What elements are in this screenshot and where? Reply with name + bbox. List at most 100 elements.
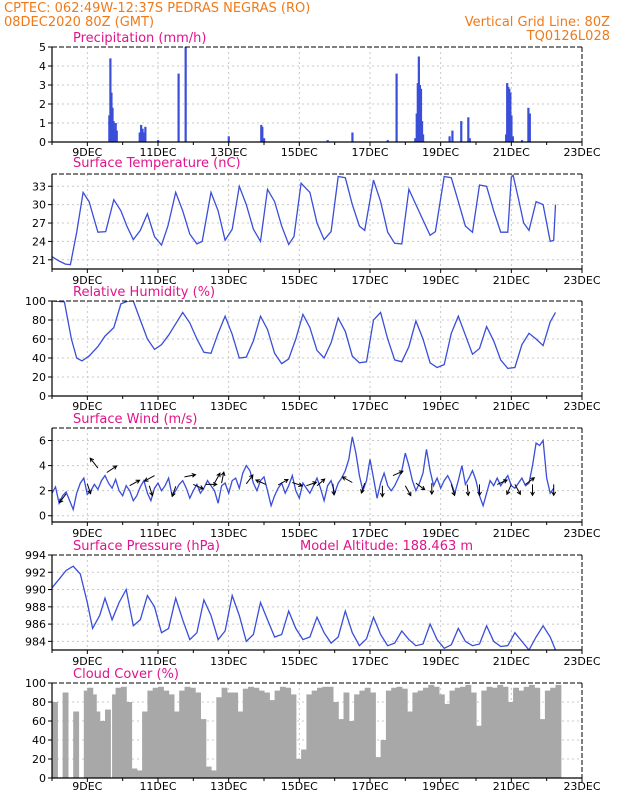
- y-tick-label: 0: [39, 390, 46, 403]
- x-tick-label: 9DEC: [72, 400, 102, 413]
- header-station: CPTEC: 062:49W-12:37S PEDRAS NEGRAS (RO): [4, 1, 310, 16]
- x-tick-label: 23DEC: [563, 527, 600, 540]
- y-tick-label: 0: [39, 510, 46, 523]
- y-tick-label: 20: [32, 371, 46, 384]
- x-tick-label: 15DEC: [281, 274, 318, 287]
- cloud-bar: [105, 709, 111, 778]
- cloud-bar: [264, 692, 270, 778]
- y-tick-label: 2: [39, 98, 46, 111]
- wind-arrow: [514, 484, 521, 496]
- y-tick-label: 6: [39, 435, 46, 448]
- y-tick-label: 2: [39, 485, 46, 498]
- wind-arrow: [551, 484, 557, 497]
- y-tick-label: 100: [25, 677, 46, 690]
- x-tick-label: 23DEC: [563, 655, 600, 668]
- series-line: [52, 174, 557, 266]
- panel-2: 21 24 27 30 33 9DEC 11DEC 13DEC 15DEC 17DEC 19DEC 2…: [32, 156, 601, 287]
- cloud-bar: [454, 687, 461, 778]
- precip-bar: [140, 124, 143, 142]
- precip-bar: [451, 130, 454, 142]
- cloud-bar: [179, 690, 186, 778]
- x-tick-label: 23DEC: [563, 274, 600, 287]
- x-tick-label: 19DEC: [422, 274, 459, 287]
- wind-arrow: [530, 484, 535, 497]
- cloud-bar: [90, 694, 97, 778]
- precip-bar: [184, 47, 187, 142]
- x-tick-label: 15DEC: [281, 146, 318, 159]
- header-grid-line: Vertical Grid Line: 80Z: [465, 15, 610, 30]
- panel-3: 0 20 40 60 80 100 9DEC 11DEC 13DEC 15DEC 17DEC 19DE…: [25, 285, 601, 413]
- cloud-bar: [444, 703, 451, 778]
- cloud-bar: [502, 686, 509, 778]
- y-tick-label: 994: [25, 549, 46, 562]
- cloud-bar: [163, 690, 170, 778]
- y-tick-label: 60: [32, 715, 46, 728]
- x-tick-label: 17DEC: [351, 655, 388, 668]
- cloud-bar: [385, 690, 392, 778]
- precip-bar: [351, 132, 354, 142]
- y-tick-label: 100: [25, 295, 46, 308]
- x-tick-label: 13DEC: [210, 527, 247, 540]
- cloud-bar: [470, 692, 477, 778]
- wind-arrow: [214, 472, 221, 484]
- x-tick-label: 23DEC: [563, 400, 600, 413]
- y-tick-label: 30: [32, 199, 46, 212]
- cloud-bar: [83, 690, 90, 778]
- cloud-bar: [370, 692, 376, 778]
- precip-bar: [520, 140, 524, 142]
- cloud-bar: [99, 721, 106, 778]
- cloud-bar: [518, 690, 525, 778]
- precip-bar: [261, 126, 264, 142]
- cloud-bar: [343, 692, 350, 778]
- wind-arrow: [525, 477, 536, 485]
- x-tick-label: 11DEC: [139, 400, 176, 413]
- x-tick-label: 21DEC: [493, 274, 530, 287]
- wind-arrow: [89, 457, 99, 469]
- precip-bar: [448, 136, 451, 142]
- y-tick-label: 986: [25, 618, 46, 631]
- series-group: [52, 436, 557, 512]
- precip-bar: [510, 115, 513, 142]
- precip-bar: [414, 138, 417, 142]
- wind-arrow: [465, 484, 471, 497]
- x-tick-label: 11DEC: [139, 146, 176, 159]
- y-tick-label: 24: [32, 235, 46, 248]
- cloud-bar: [449, 690, 456, 778]
- precip-bar: [468, 138, 471, 142]
- wind-arrow: [148, 485, 154, 497]
- y-tick-label: 40: [32, 734, 46, 747]
- panel-4: 0 2 4 6 9DEC 11DEC 13DEC 15DEC 17DEC 19DEC 21DEC 23…: [39, 412, 601, 540]
- cloud-bar: [391, 687, 398, 778]
- precip-bar: [115, 130, 118, 142]
- x-tick-label: 15DEC: [281, 780, 318, 793]
- y-tick-label: 21: [32, 254, 46, 267]
- x-tick-label: 19DEC: [422, 400, 459, 413]
- wind-arrow: [245, 474, 254, 485]
- wind-arrow: [171, 486, 177, 498]
- y-tick-label: 988: [25, 601, 46, 614]
- wind-arrow: [205, 482, 218, 487]
- cloud-bar: [279, 686, 286, 778]
- panel-title: Cloud Cover (%): [73, 667, 179, 682]
- wind-arrow: [316, 478, 326, 487]
- cloud-bar: [348, 721, 355, 778]
- panel-title: Relative Humidity (%): [73, 285, 215, 300]
- cloud-bar: [195, 692, 201, 778]
- cloud-bar: [306, 694, 313, 778]
- cloud-bar: [523, 686, 530, 778]
- panel-5: 984 986 988 990 992 994 9DEC 11DEC 13DEC 15DEC 17D…: [25, 539, 601, 668]
- y-tick-label: 20: [32, 753, 46, 766]
- model-altitude-label: Model Altitude: 188.463 m: [300, 539, 473, 554]
- precip-bar: [142, 132, 146, 142]
- cloud-bar: [555, 684, 562, 778]
- y-tick-label: 990: [25, 584, 46, 597]
- x-tick-label: 21DEC: [493, 655, 530, 668]
- wind-arrow: [277, 478, 289, 486]
- wind-arrow: [392, 470, 404, 477]
- wind-arrow: [450, 484, 456, 497]
- precip-bar: [511, 136, 514, 142]
- wind-arrow: [184, 473, 197, 478]
- cloud-bar: [544, 690, 551, 778]
